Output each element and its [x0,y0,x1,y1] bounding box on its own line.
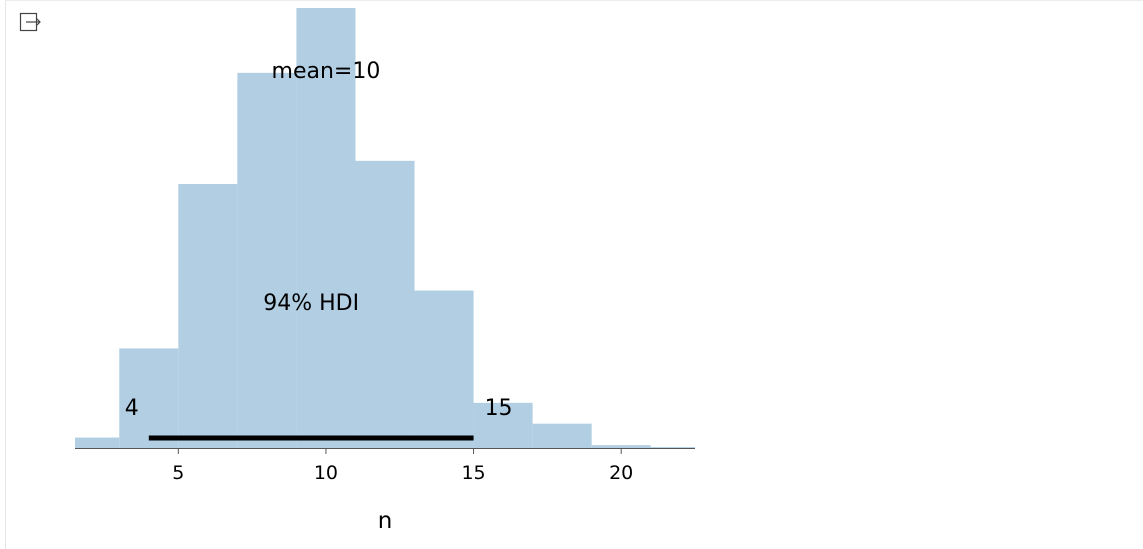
histogram-bar [75,437,120,448]
x-tick-label: 15 [461,462,485,484]
histogram-bar [473,402,533,448]
histogram-bar [532,423,592,448]
cell-border [5,0,1143,1]
histogram-bar [296,8,356,448]
histogram-bars [75,8,695,448]
histogram-bar [650,447,695,448]
histogram-bar [591,445,651,448]
x-axis-ticks: 5 10 15 20 [172,448,633,484]
output-collapse-icon [19,12,41,32]
output-collapse-button[interactable] [18,10,46,38]
x-axis-label: n [378,508,393,534]
histogram-bar [178,184,238,448]
histogram-bar [237,72,297,448]
x-tick-label: 20 [609,462,633,484]
x-tick-label: 5 [172,462,184,484]
histogram-bar [119,348,179,448]
histogram-bar [414,290,474,448]
histogram-bar [355,160,415,448]
hdi-high-label: 15 [485,396,513,421]
x-tick-label: 10 [314,462,338,484]
hdi-low-label: 4 [125,396,139,421]
cell-border [5,0,6,549]
mean-label: mean=10 [272,59,381,84]
hdi-label: 94% HDI [263,291,359,316]
